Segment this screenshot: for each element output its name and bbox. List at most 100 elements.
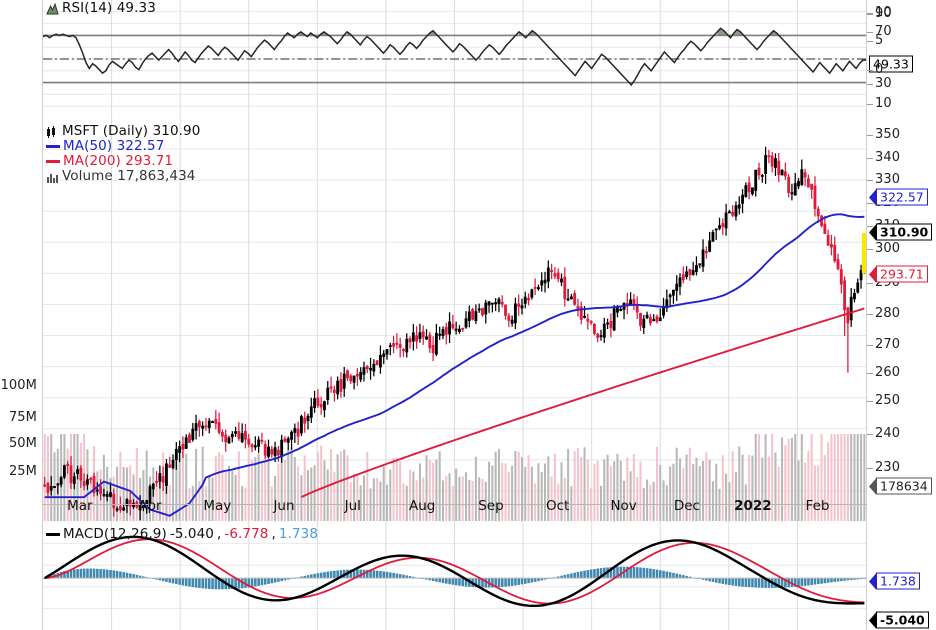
flag-pointer bbox=[869, 478, 876, 494]
axis-tick-label: 330 bbox=[875, 172, 901, 187]
axis-tick-label: 260 bbox=[875, 365, 901, 380]
rsi-plot-svg bbox=[43, 0, 866, 118]
axis-tick-mark bbox=[867, 158, 873, 159]
macd-plot-area bbox=[42, 522, 867, 630]
axis-tick-label: 70 bbox=[875, 24, 892, 39]
axis-tick-mark bbox=[867, 373, 873, 374]
value-flag: 322.57 bbox=[869, 188, 928, 206]
price-legend-title: MSFT (Daily) 310.90 bbox=[62, 123, 201, 139]
axis-tick-label: 10 bbox=[875, 96, 892, 111]
macd-panel: 10 5 0 1.738 -5.040 bbox=[0, 6, 936, 630]
axis-tick-label: 240 bbox=[875, 426, 901, 441]
axis-tick-mark bbox=[867, 135, 873, 136]
xaxis-label: Oct bbox=[545, 498, 570, 514]
value-flag: 293.71 bbox=[869, 265, 928, 283]
rsi-legend-label: RSI(14) 49.33 bbox=[62, 0, 156, 16]
axis-tick-label: 30 bbox=[875, 76, 892, 91]
flag-value: 322.57 bbox=[876, 188, 928, 206]
axis-tick-label: 340 bbox=[875, 150, 901, 165]
flag-value: 310.90 bbox=[876, 223, 933, 241]
value-flag: -5.040 bbox=[869, 611, 929, 629]
flag-value: 178634 bbox=[876, 477, 932, 495]
axis-tick-label: 270 bbox=[875, 337, 901, 352]
axis-tick-mark bbox=[867, 468, 873, 469]
axis-tick-label: 25M bbox=[8, 464, 37, 479]
axis-tick-label: 250 bbox=[875, 393, 901, 408]
flag-pointer bbox=[869, 612, 876, 628]
value-flag: 49.33 bbox=[869, 55, 913, 73]
macd-legend-label: MACD(12,26,9) bbox=[63, 526, 167, 542]
xaxis-label: May bbox=[203, 498, 232, 514]
axis-tick-mark bbox=[867, 104, 873, 105]
flag-pointer bbox=[869, 189, 876, 205]
axis-tick-label: 90 bbox=[875, 6, 892, 21]
macd-plot-svg bbox=[43, 522, 866, 630]
axis-tick-mark bbox=[867, 13, 873, 14]
flag-pointer bbox=[869, 266, 876, 282]
ma50-swatch bbox=[46, 145, 60, 148]
ma200-swatch bbox=[46, 160, 60, 163]
xaxis-label: Jun bbox=[273, 498, 295, 514]
flag-value: 49.33 bbox=[869, 55, 913, 73]
rsi-panel: 90 70 30 10 49.33 bbox=[0, 0, 936, 118]
axis-tick-mark bbox=[867, 345, 873, 346]
xaxis-label: Dec bbox=[673, 498, 700, 514]
axis-tick-mark bbox=[867, 401, 873, 402]
price-plot-area bbox=[42, 118, 867, 522]
xaxis-label: Aug bbox=[409, 498, 436, 514]
flag-value: -5.040 bbox=[876, 611, 929, 629]
mountain-icon bbox=[46, 2, 59, 14]
flag-value: 293.71 bbox=[876, 265, 928, 283]
ma200-legend-label: MA(200) 293.71 bbox=[63, 153, 174, 169]
axis-tick-label: 100M bbox=[0, 378, 37, 393]
price-panel bbox=[0, 118, 936, 522]
xaxis-label: Apr bbox=[138, 498, 162, 514]
ma50-legend-label: MA(50) 322.57 bbox=[63, 138, 165, 154]
rsi-legend: RSI(14) 49.33 bbox=[46, 1, 156, 16]
macd-legend: MACD(12,26,9) -5.040, -6.778, 1.738 bbox=[46, 527, 318, 542]
flag-value: 1.738 bbox=[876, 572, 920, 590]
axis-tick-mark bbox=[867, 84, 873, 85]
volume-axis-left: 100M 75M 50M 25M bbox=[0, 118, 42, 522]
xaxis: Mar Apr May Jun Jul Aug Sep Oct Nov Dec 2022 Feb bbox=[42, 490, 867, 522]
xaxis-label: Sep bbox=[478, 498, 504, 514]
volume-bars-icon bbox=[47, 173, 58, 183]
volume-legend-label: Volume 17,863,434 bbox=[62, 168, 196, 184]
axis-tick-label: 50M bbox=[8, 436, 37, 451]
xaxis-label: Jul bbox=[344, 498, 361, 514]
flag-pointer bbox=[869, 573, 876, 589]
axis-tick-mark bbox=[867, 70, 873, 71]
axis-tick-label: 10 bbox=[875, 5, 892, 20]
macd-signal-value: -6.778 bbox=[224, 526, 269, 542]
flag-pointer bbox=[869, 224, 876, 240]
axis-tick-mark bbox=[867, 434, 873, 435]
axis-tick-label: 230 bbox=[875, 460, 901, 475]
price-axis-right: 3503403303203103002902802702602502402303… bbox=[867, 118, 936, 522]
axis-tick-mark bbox=[867, 283, 873, 284]
axis-tick-label: 5 bbox=[875, 33, 884, 48]
value-flag: 178634 bbox=[869, 477, 932, 495]
rsi-plot-area bbox=[42, 0, 867, 118]
axis-tick-label: 280 bbox=[875, 306, 901, 321]
macd-axis-right: 10 5 0 1.738 -5.040 bbox=[867, 6, 936, 630]
rsi-axis-right: 90 70 30 10 49.33 bbox=[867, 0, 936, 118]
axis-tick-mark bbox=[867, 249, 873, 250]
xaxis-label: Feb bbox=[805, 498, 830, 514]
value-flag: 310.90 bbox=[869, 223, 933, 241]
axis-tick-mark bbox=[867, 314, 873, 315]
axis-tick-mark bbox=[867, 14, 873, 15]
xaxis-label: Mar bbox=[67, 498, 93, 514]
macd-histogram-value: 1.738 bbox=[278, 526, 319, 542]
axis-tick-mark bbox=[867, 41, 873, 42]
xaxis-label: 2022 bbox=[734, 498, 772, 514]
axis-tick-mark bbox=[867, 32, 873, 33]
axis-tick-mark bbox=[867, 180, 873, 181]
axis-tick-label: 300 bbox=[875, 241, 901, 256]
price-legend: MSFT (Daily) 310.90 MA(50) 322.57 MA(200… bbox=[46, 124, 200, 184]
xaxis-label: Nov bbox=[610, 498, 637, 514]
axis-tick-label: 350 bbox=[875, 127, 901, 142]
macd-value: -5.040 bbox=[169, 526, 214, 542]
macd-swatch bbox=[46, 533, 60, 536]
axis-tick-label: 75M bbox=[8, 410, 37, 425]
